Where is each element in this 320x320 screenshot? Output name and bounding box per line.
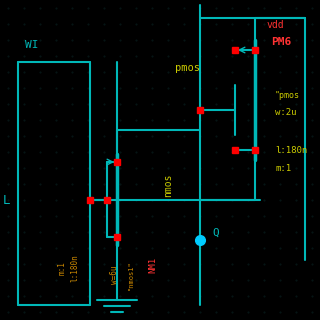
Text: pmos: pmos: [175, 63, 200, 73]
Text: w:2u: w:2u: [275, 108, 297, 116]
Text: NM1: NM1: [148, 257, 157, 273]
Text: WI: WI: [25, 40, 38, 50]
Text: PM6: PM6: [271, 37, 291, 47]
Text: w=6u: w=6u: [110, 266, 119, 284]
Text: L: L: [3, 194, 11, 206]
Text: "nmos1": "nmos1": [128, 260, 134, 290]
Text: m:1: m:1: [58, 261, 67, 275]
Text: l:180n: l:180n: [275, 146, 307, 155]
Text: "pmos: "pmos: [275, 91, 300, 100]
Text: l:180n: l:180n: [70, 254, 79, 282]
Text: vdd: vdd: [267, 20, 284, 30]
Text: Q: Q: [212, 228, 219, 238]
Text: m:1: m:1: [275, 164, 291, 172]
Text: nmos: nmos: [163, 173, 173, 197]
